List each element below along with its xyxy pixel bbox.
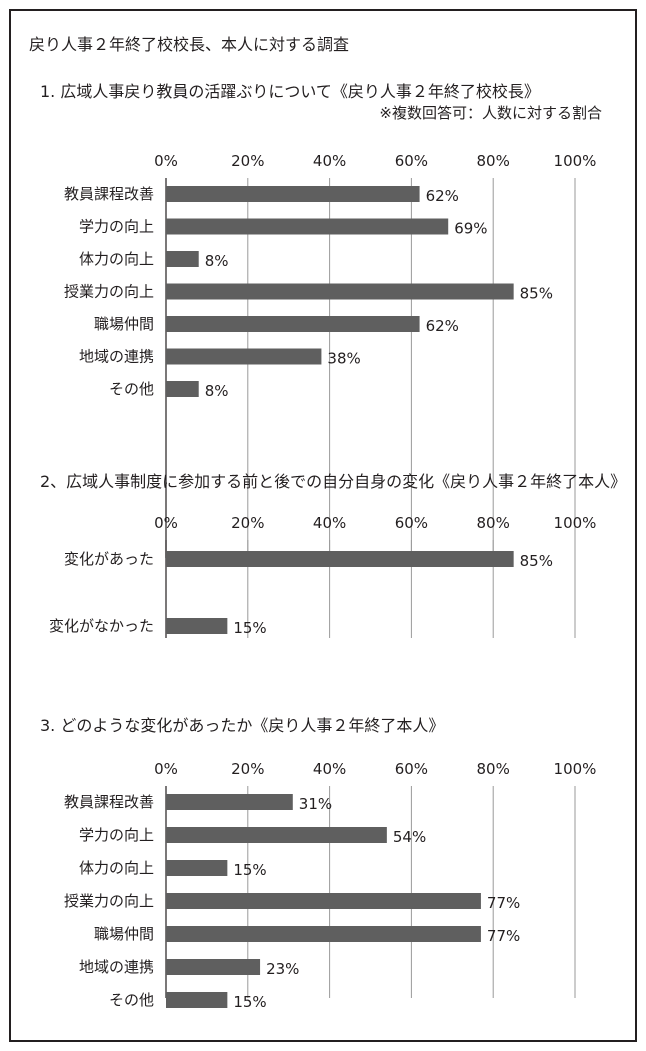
data-label: 8% bbox=[205, 382, 229, 400]
bar bbox=[166, 992, 228, 1008]
bar bbox=[166, 827, 387, 843]
x-tick-label: 0% bbox=[154, 514, 178, 532]
bar bbox=[166, 959, 261, 975]
x-tick-label: 0% bbox=[154, 152, 178, 170]
x-tick-label: 100% bbox=[554, 760, 597, 778]
x-tick-label: 80% bbox=[477, 514, 510, 532]
x-tick-label: 20% bbox=[231, 514, 264, 532]
bar bbox=[166, 381, 199, 397]
section-1-title: 1. 広域人事戻り教員の活躍ぶりについて《戻り人事２年終了校校長》 bbox=[40, 82, 540, 101]
category-label: 職場仲間 bbox=[94, 315, 154, 333]
category-label: 授業力の向上 bbox=[64, 283, 154, 301]
figure-frame bbox=[9, 9, 637, 1042]
category-label: その他 bbox=[109, 380, 154, 398]
category-label: 学力の向上 bbox=[79, 218, 154, 236]
data-label: 77% bbox=[487, 927, 520, 945]
data-label: 62% bbox=[426, 187, 459, 205]
section-3-title: 3. どのような変化があったか《戻り人事２年終了本人》 bbox=[40, 716, 445, 735]
data-label: 69% bbox=[454, 220, 487, 238]
section-1-note: ※複数回答可：人数に対する割合 bbox=[379, 104, 602, 122]
data-label: 8% bbox=[205, 252, 229, 270]
x-tick-label: 20% bbox=[231, 760, 264, 778]
bar bbox=[166, 218, 449, 235]
page-title: 戻り人事２年終了校校長、本人に対する調査 bbox=[29, 35, 350, 54]
x-tick-label: 60% bbox=[395, 152, 428, 170]
x-tick-label: 100% bbox=[554, 514, 597, 532]
bar bbox=[166, 893, 481, 909]
bar bbox=[166, 551, 514, 567]
x-tick-label: 80% bbox=[477, 760, 510, 778]
data-label: 77% bbox=[487, 894, 520, 912]
data-label: 15% bbox=[233, 619, 266, 637]
data-label: 54% bbox=[393, 828, 426, 846]
x-tick-label: 100% bbox=[554, 152, 597, 170]
category-label: 職場仲間 bbox=[94, 925, 154, 943]
category-label: その他 bbox=[109, 991, 154, 1009]
x-tick-label: 0% bbox=[154, 760, 178, 778]
chart-1: 0% 20% 40% 60% 80% 100% 教員課程改善 62% 学力の向上 69% 体力の向上… bbox=[64, 152, 597, 558]
bar bbox=[166, 794, 293, 810]
category-label: 授業力の向上 bbox=[64, 892, 154, 910]
bar bbox=[166, 926, 481, 942]
x-tick-label: 60% bbox=[395, 514, 428, 532]
bar bbox=[166, 618, 228, 634]
x-tick-label: 40% bbox=[313, 514, 346, 532]
category-label: 変化があった bbox=[64, 550, 154, 568]
x-tick-label: 20% bbox=[231, 152, 264, 170]
x-tick-label: 80% bbox=[477, 152, 510, 170]
category-label: 体力の向上 bbox=[79, 250, 154, 268]
data-label: 85% bbox=[520, 285, 553, 303]
data-label: 85% bbox=[520, 552, 553, 570]
category-label: 学力の向上 bbox=[79, 826, 154, 844]
chart-2: 0% 20% 40% 60% 80% 100% 変化があった 85% 変化がなかった 15% bbox=[49, 514, 597, 638]
data-label: 15% bbox=[233, 861, 266, 879]
category-label: 地域の連携 bbox=[79, 958, 154, 976]
data-label: 15% bbox=[233, 993, 266, 1011]
bar bbox=[166, 251, 199, 267]
x-tick-label: 40% bbox=[313, 760, 346, 778]
category-label: 体力の向上 bbox=[79, 859, 154, 877]
category-label: 変化がなかった bbox=[49, 617, 154, 635]
data-label: 23% bbox=[266, 960, 299, 978]
bar bbox=[166, 860, 228, 876]
bar bbox=[166, 316, 420, 332]
data-label: 38% bbox=[327, 350, 360, 368]
x-tick-label: 60% bbox=[395, 760, 428, 778]
x-tick-label: 40% bbox=[313, 152, 346, 170]
chart-3: 0% 20% 40% 60% 80% 100% 教員課程改善 31% 学力の向上 54% 体力の向上… bbox=[64, 760, 597, 1011]
bar bbox=[166, 348, 322, 365]
bar bbox=[166, 186, 420, 202]
section-2-title: 2、広域人事制度に参加する前と後での自分自身の変化《戻り人事２年終了本人》 bbox=[40, 472, 627, 491]
category-label: 教員課程改善 bbox=[64, 793, 154, 811]
data-label: 31% bbox=[299, 795, 332, 813]
data-label: 62% bbox=[426, 317, 459, 335]
bar bbox=[166, 283, 514, 300]
category-label: 教員課程改善 bbox=[64, 185, 154, 203]
category-label: 地域の連携 bbox=[79, 348, 154, 366]
